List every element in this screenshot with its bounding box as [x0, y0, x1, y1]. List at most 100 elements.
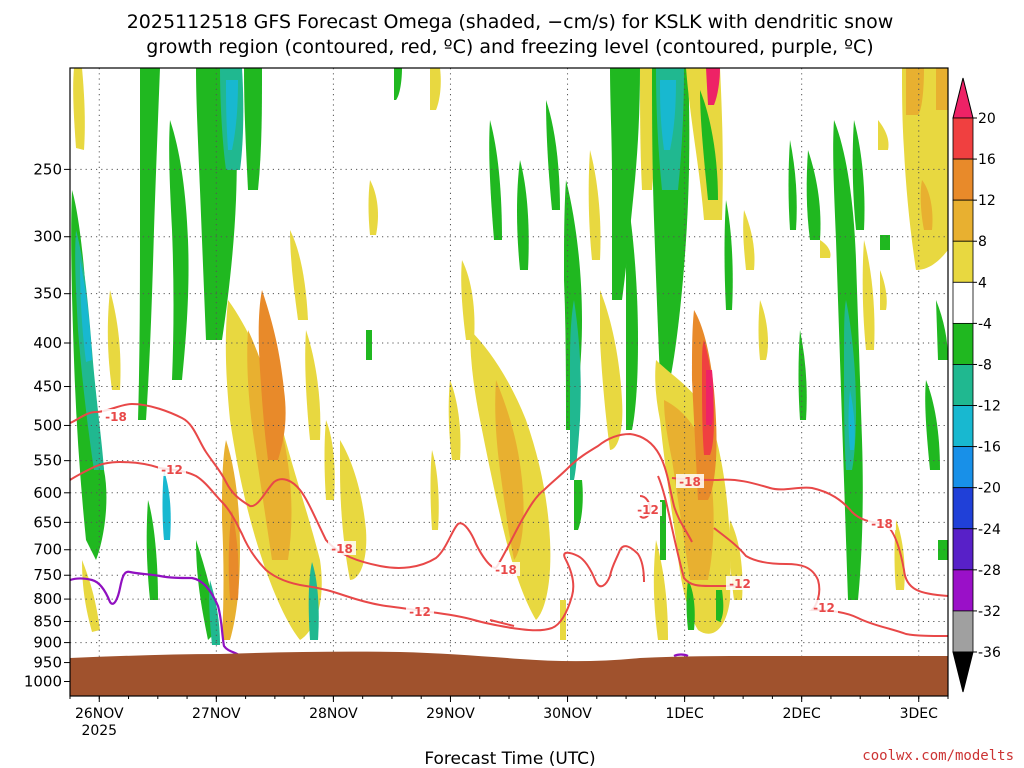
y-tick-label: 750	[33, 566, 62, 584]
contour-label-bg	[158, 462, 186, 476]
omega-area	[724, 200, 733, 310]
omega-area	[394, 68, 402, 100]
contour-label: -18	[105, 410, 127, 424]
y-tick-label: 450	[33, 378, 62, 396]
chart-title-line1: 2025112518 GFS Forecast Omega (shaded, −…	[127, 11, 894, 33]
colorbar-segment	[952, 364, 974, 406]
x-tick-label: 26NOV	[75, 706, 124, 722]
colorbar-tick-label: -8	[978, 357, 992, 373]
colorbar-segment	[952, 322, 974, 365]
y-tick-label: 850	[33, 612, 62, 630]
omega-area	[880, 235, 890, 250]
y-tick-label: 800	[33, 590, 62, 608]
omega-area	[244, 68, 262, 190]
omega-area	[430, 68, 441, 110]
omega-area	[852, 120, 865, 230]
omega-area	[290, 230, 308, 320]
x-tick-label: 3DEC	[900, 706, 939, 722]
omega-area	[517, 160, 529, 270]
contour-label: -18	[679, 475, 701, 489]
colorbar-segment	[952, 199, 974, 242]
contour-line-18	[70, 402, 497, 569]
omega-area	[305, 330, 321, 440]
omega-area	[546, 100, 560, 210]
omega-area	[798, 330, 807, 420]
colorbar-tick-label: -28	[978, 563, 1001, 579]
contour-line-12	[489, 619, 515, 627]
freezing-level-line	[673, 653, 689, 658]
x-tick-label: 27NOV	[192, 706, 241, 722]
contour-label: -18	[871, 517, 893, 531]
y-tick-label: 300	[33, 228, 62, 246]
colorbar-segment	[952, 405, 974, 448]
x-tick-label: 2DEC	[783, 706, 822, 722]
y-tick-label: 650	[33, 513, 62, 531]
omega-area	[226, 80, 238, 150]
colorbar-bottom-triangle	[952, 651, 974, 693]
colorbar-tick-label: 4	[978, 275, 987, 291]
omega-area	[700, 90, 718, 200]
x-tick-label: 28NOV	[309, 706, 358, 722]
omega-area	[743, 210, 755, 270]
contour-label-bg	[102, 409, 130, 423]
colorbar-segment	[952, 446, 974, 489]
omega-area	[906, 68, 924, 115]
omega-area	[660, 80, 676, 150]
freezing-level-line	[70, 570, 241, 657]
colorbar-segment	[952, 240, 974, 283]
omega-area	[758, 300, 768, 360]
omega-area	[626, 200, 638, 430]
omega-area	[73, 68, 85, 150]
omega-area	[461, 260, 475, 340]
colorbar-tick-label: -24	[978, 522, 1001, 538]
terrain-ground	[70, 651, 948, 696]
credit-text: coolwx.com/modelts	[862, 748, 1014, 764]
colorbar-tick-label: -20	[978, 481, 1001, 497]
contour-label: -12	[409, 605, 431, 619]
x-tick-label: 1DEC	[665, 706, 704, 722]
contour-label: -18	[331, 542, 353, 556]
colorbar-tick-label: -12	[978, 399, 1001, 415]
x-axis-label: Forecast Time (UTC)	[424, 749, 595, 768]
omega-area	[936, 300, 948, 360]
omega-area	[588, 150, 601, 260]
contour-label-bg	[406, 604, 434, 618]
omega-area	[878, 120, 889, 150]
y-tick-label: 900	[33, 634, 62, 652]
colorbar-tick-label: -32	[978, 604, 1001, 620]
contour-label-bg	[328, 541, 356, 555]
y-tick-label: 350	[33, 285, 62, 303]
y-tick-label: 700	[33, 541, 62, 559]
contour-label-bg	[634, 502, 662, 516]
chart-title-line2: growth region (contoured, red, ºC) and f…	[146, 36, 873, 58]
colorbar-tick-label: 12	[978, 193, 996, 209]
freezing-level-contour	[70, 570, 689, 658]
contour-label-bg	[676, 474, 704, 488]
y-tick-label: 500	[33, 416, 62, 434]
omega-area	[138, 68, 160, 420]
omega-area	[938, 540, 948, 560]
contour-labels: -18 -12 -18 -12 -18 -12 -18 -12 -12 -18	[102, 409, 896, 619]
omega-area	[448, 380, 461, 460]
y-tick-label: 600	[33, 484, 62, 502]
y-tick-label: 1000	[24, 673, 62, 691]
colorbar-tick-label: 16	[978, 152, 996, 168]
colorbar-segment	[952, 117, 974, 160]
colorbar-segment	[952, 487, 974, 530]
colorbar-top-triangle	[952, 77, 974, 119]
omega-area	[806, 150, 821, 240]
x-tick-label: 29NOV	[426, 706, 475, 722]
contour-label: -18	[495, 563, 517, 577]
omega-area	[169, 120, 189, 380]
colorbar-segment	[952, 281, 974, 324]
omega-area	[570, 300, 581, 480]
contour-label: -12	[161, 463, 183, 477]
omega-area	[820, 240, 831, 258]
omega-area	[430, 450, 439, 530]
y-axis: 250 300 350 400 450 500 550 600 650 700 750 800 850 9…	[24, 160, 70, 691]
omega-area	[706, 370, 714, 425]
omega-area	[324, 420, 335, 500]
omega-area	[925, 380, 940, 470]
omega-area	[788, 140, 797, 230]
